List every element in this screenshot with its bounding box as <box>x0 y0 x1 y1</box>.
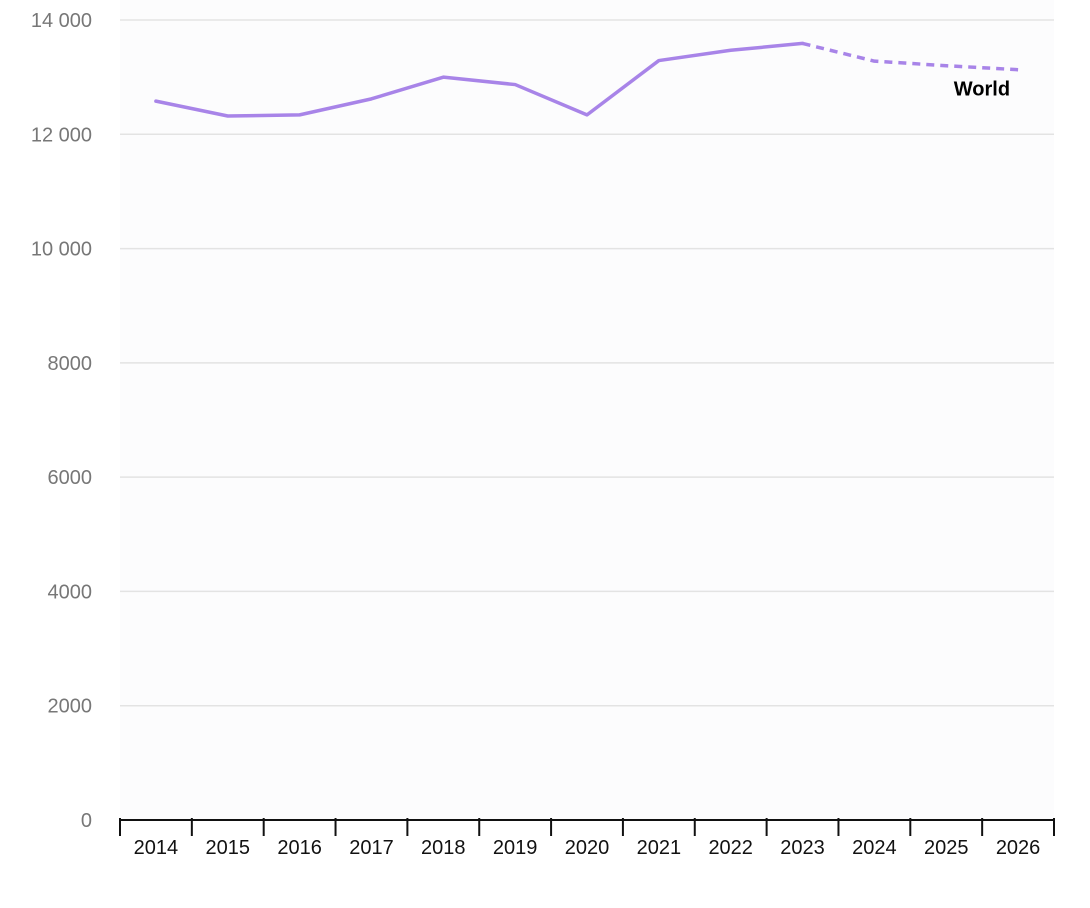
x-tick-label: 2022 <box>708 837 753 859</box>
x-tick-label: 2015 <box>206 837 251 859</box>
x-tick-label: 2023 <box>780 837 825 859</box>
series-label: World <box>954 79 1010 101</box>
y-axis-tick-labels: 0 2000 4000 6000 8000 10 000 12 000 14 000 <box>31 10 92 832</box>
y-tick-label: 6000 <box>48 467 93 489</box>
y-tick-label: 8000 <box>48 353 93 375</box>
y-tick-label: 14 000 <box>31 10 92 32</box>
x-tick-label: 2021 <box>637 837 682 859</box>
gridlines <box>120 19 1054 707</box>
x-tick-label: 2018 <box>421 837 466 859</box>
x-tick-label: 2025 <box>924 837 969 859</box>
x-tick-label: 2020 <box>565 837 610 859</box>
series-line-actual <box>154 41 805 118</box>
y-tick-label: 10 000 <box>31 239 92 261</box>
x-axis: 2014 2015 2016 2017 2018 2019 2020 2021 2022 2023… <box>119 818 1055 859</box>
y-tick-label: 0 <box>81 810 92 832</box>
x-tick-label: 2019 <box>493 837 538 859</box>
x-tick-label: 2017 <box>349 837 394 859</box>
x-tick-label: 2014 <box>134 837 179 859</box>
x-tick-label: 2024 <box>852 837 897 859</box>
y-tick-label: 4000 <box>48 581 93 603</box>
y-tick-label: 12 000 <box>31 124 92 146</box>
x-tick-label: 2016 <box>277 837 322 859</box>
plot-background <box>120 0 1054 820</box>
series-labels: World <box>954 79 1010 101</box>
series-lines <box>154 41 1019 118</box>
x-tick-label: 2026 <box>996 837 1041 859</box>
y-tick-label: 2000 <box>48 696 93 718</box>
